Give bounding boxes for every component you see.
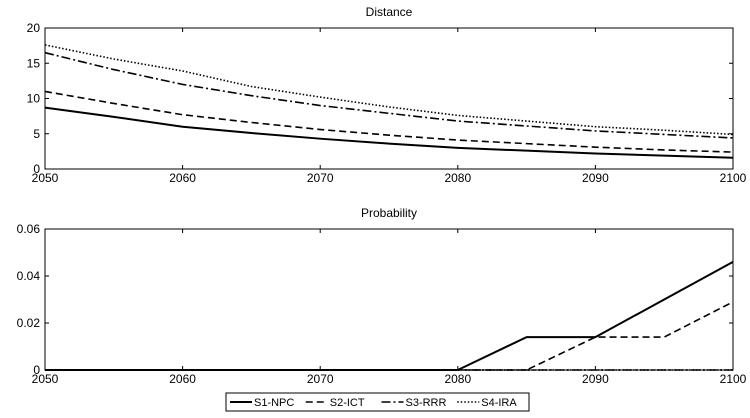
x-tick-label: 2090 [582, 171, 609, 185]
y-tick-label: 0 [33, 363, 40, 377]
y-tick-label: 5 [33, 127, 40, 141]
chart-title: Probability [361, 206, 417, 220]
x-tick-label: 2080 [444, 372, 471, 386]
legend-label-s2-ict: S2-ICT [330, 397, 365, 409]
y-tick-label: 0.02 [17, 316, 41, 330]
panel-probability: Probability 2050 2060 2070 2080 2090 2100 0 0.02… [17, 206, 747, 386]
y-tick-label: 20 [27, 21, 41, 35]
x-tick-label: 2060 [169, 171, 196, 185]
x-tick-label: 2070 [307, 171, 334, 185]
x-tick-label: 2100 [720, 171, 747, 185]
legend: S1-NPC S2-ICT S3-RRR S4-IRA [225, 392, 530, 412]
x-tick-label: 2050 [32, 171, 59, 185]
x-tick-label: 2090 [582, 372, 609, 386]
panel-distance: Distance 2050 2060 2070 2080 2090 2100 0 5 10 15 20 [27, 5, 747, 185]
y-tick-label: 0.06 [17, 222, 41, 236]
series-line-s2-ict [44, 90, 734, 153]
legend-box [225, 392, 530, 412]
series-line-s1-npc [45, 261, 734, 371]
series-line-s2-ict [45, 301, 734, 371]
x-tick-label: 2100 [720, 372, 747, 386]
y-tick-label: 0 [33, 162, 40, 176]
y-tick-label: 15 [27, 56, 41, 70]
x-tick-label: 2080 [444, 171, 471, 185]
y-tick-label: 0.04 [17, 269, 41, 283]
series-line-s3-rrr [44, 51, 734, 139]
series-line-s4-ira [44, 44, 734, 136]
y-tick-label: 10 [27, 92, 41, 106]
legend-label-s3-rrr: S3-RRR [406, 397, 447, 409]
series-line-s1-npc [44, 106, 734, 159]
x-tick-label: 2050 [32, 372, 59, 386]
axes-frame [44, 228, 734, 371]
chart-title: Distance [366, 5, 413, 19]
legend-label-s4-ira: S4-IRA [481, 397, 517, 409]
x-tick-label: 2070 [307, 372, 334, 386]
legend-label-s1-npc: S1-NPC [254, 397, 294, 409]
x-tick-label: 2060 [169, 372, 196, 386]
